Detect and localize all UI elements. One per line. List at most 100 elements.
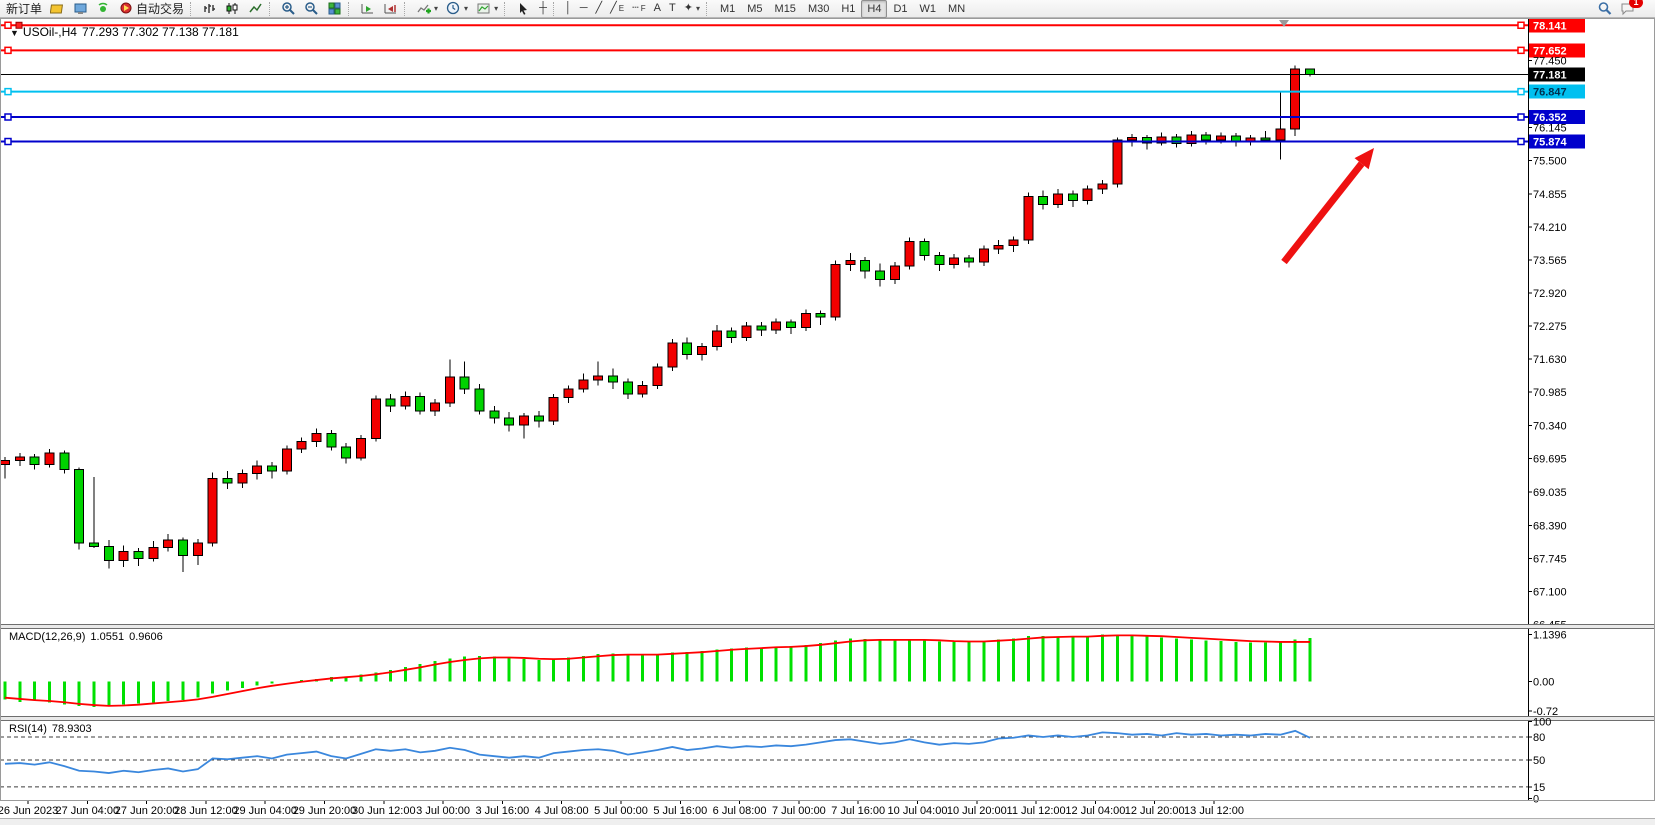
zoom-out-button[interactable] — [300, 0, 323, 18]
line-anchor-handle[interactable] — [1517, 87, 1525, 96]
candle-bear — [622, 381, 633, 395]
line-anchor-handle[interactable] — [1517, 21, 1525, 30]
timeframe-button-d1[interactable]: D1 — [893, 2, 908, 15]
collapse-triangle-icon[interactable]: ▼ — [10, 28, 19, 38]
macd-histogram-bar — [1100, 634, 1104, 682]
candle-bull — [993, 244, 1004, 250]
timeframe-button-m30[interactable]: M30 — [807, 2, 830, 15]
auto-trading-button[interactable]: 自动交易 — [115, 0, 188, 18]
macd-histogram-bar — [359, 674, 363, 682]
timeframe-button-h1[interactable]: H1 — [841, 2, 856, 15]
market-watch-button[interactable] — [69, 0, 92, 18]
macd-histogram-bar — [1071, 636, 1075, 682]
equidistant-channel-button[interactable]: ╱ E — [606, 0, 628, 18]
macd-histogram-bar — [641, 655, 645, 682]
line-chart-button[interactable] — [244, 0, 267, 18]
chevron-down-icon: ▾ — [464, 4, 469, 13]
toolbar-separator — [269, 1, 275, 16]
time-tick-label: 3 Jul 16:00 — [475, 805, 529, 817]
candle-bull — [548, 397, 559, 422]
timeframe-button-h4[interactable]: H4 — [861, 0, 888, 18]
toolbar-separator — [552, 1, 559, 16]
candle-bull — [1008, 239, 1019, 246]
chevron-down-icon: ▾ — [695, 4, 700, 13]
notifications-button[interactable]: 1 — [1616, 0, 1643, 18]
indicators-button[interactable]: ▾ — [412, 0, 442, 18]
auto-scroll-button[interactable] — [356, 0, 379, 18]
price-tick-label: 76.145 — [1533, 123, 1567, 135]
timeframe-button-mn[interactable]: MN — [948, 2, 966, 15]
bar-chart-button[interactable] — [198, 0, 221, 18]
timeframe-button-m15[interactable]: M15 — [774, 2, 796, 15]
macd-histogram-bar — [908, 639, 912, 682]
candle-bear — [459, 376, 470, 390]
vertical-line-button[interactable]: │ — [561, 0, 576, 18]
chart-shift-icon — [384, 4, 397, 14]
line-anchor-handle[interactable] — [4, 137, 12, 146]
macd-histogram-bar — [863, 639, 867, 682]
line-anchor-handle[interactable] — [1517, 46, 1525, 55]
templates-button[interactable]: ▾ — [472, 0, 502, 18]
macd-histogram-bar — [77, 681, 81, 706]
bid-price-label-box — [1529, 67, 1585, 82]
macd-histogram-bar — [492, 656, 496, 682]
cursor-button[interactable] — [512, 0, 535, 18]
crosshair-button[interactable]: ┼ — [535, 0, 551, 18]
tile-windows-button[interactable] — [323, 0, 346, 18]
candle-bull — [296, 441, 307, 450]
macd-histogram-bar — [685, 651, 689, 682]
text-label-button[interactable]: T — [665, 0, 680, 18]
fibonacci-button[interactable]: ┄ F — [628, 0, 650, 18]
price-tick-label: 77.450 — [1533, 56, 1567, 68]
macd-histogram-bar — [789, 646, 793, 682]
zoom-in-button[interactable] — [277, 0, 300, 18]
bid-price-label: 77.181 — [1533, 69, 1567, 81]
text-button[interactable]: A — [650, 0, 665, 18]
line-anchor-handle[interactable] — [4, 46, 12, 55]
chart-shift-button[interactable] — [379, 0, 402, 18]
trend-arrow-head[interactable] — [1354, 148, 1374, 170]
time-tick-label: 7 Jul 00:00 — [772, 805, 826, 817]
panel-splitter[interactable] — [0, 716, 1655, 721]
line-anchor-handle[interactable] — [4, 113, 12, 121]
auto-scroll-icon — [361, 4, 374, 14]
time-tick-label: 29 Jun 04:00 — [233, 805, 297, 817]
signals-button[interactable] — [92, 0, 115, 18]
clock-icon — [446, 1, 460, 15]
macd-histogram-bar — [581, 655, 585, 682]
timeframe-button-m1[interactable]: M1 — [719, 2, 736, 15]
trendline-button[interactable]: ╱ — [592, 0, 607, 18]
bars-icon — [204, 4, 216, 13]
time-tick-label: 3 Jul 00:00 — [416, 805, 470, 817]
line-anchor-handle[interactable] — [4, 21, 12, 30]
profile-button[interactable] — [46, 0, 69, 18]
periods-button[interactable]: ▾ — [442, 0, 472, 18]
candle-bull — [845, 260, 856, 265]
price-tick-label: 71.630 — [1533, 354, 1567, 366]
candlestick-chart-button[interactable] — [221, 0, 244, 18]
candle-bull — [14, 456, 25, 462]
line-anchor-handle[interactable] — [15, 21, 23, 29]
line-anchor-handle[interactable] — [1517, 137, 1525, 146]
profile-icon — [50, 4, 64, 14]
price-axis[interactable]: 78.141 77.652 76.847 76.352 75.874 77.450 76.1… — [1528, 18, 1585, 800]
timeframe-button-m5[interactable]: M5 — [747, 2, 763, 15]
trend-arrow-shaft[interactable] — [1281, 161, 1365, 265]
timeframe-button-w1[interactable]: W1 — [919, 2, 937, 15]
chart-area: 78.141 77.652 76.847 76.352 75.874 77.450 76.1… — [0, 18, 1655, 825]
price-level-label: 76.847 — [1533, 87, 1567, 99]
panel-splitter[interactable] — [0, 624, 1655, 629]
line-anchor-handle[interactable] — [4, 87, 12, 96]
chart-background — [0, 18, 1655, 818]
fibonacci-icon: ┄ — [632, 2, 639, 14]
candle-bear — [682, 342, 693, 356]
search-button[interactable] — [1593, 0, 1616, 18]
new-order-button[interactable]: 新订单 — [2, 0, 46, 18]
horizontal-line-button[interactable]: ─ — [576, 0, 592, 18]
line-anchor-handle[interactable] — [1517, 113, 1525, 121]
macd-histogram-bar — [730, 648, 734, 682]
candle-bull — [207, 478, 218, 544]
arrows-button[interactable]: ✦ ▾ — [680, 0, 704, 18]
